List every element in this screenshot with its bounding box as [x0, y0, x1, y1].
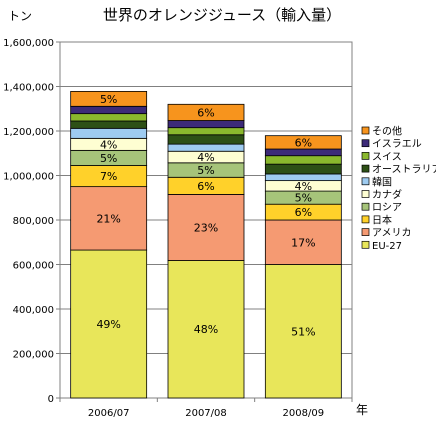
data-label: 5%: [197, 164, 214, 177]
plot-area: 0 200,000 400,000 600,000 800,000 1,000,000 1,…: [3, 38, 353, 419]
legend-swatch: [361, 190, 370, 198]
y-tick-label: 800,000: [13, 216, 54, 227]
bar-segment: [167, 143, 245, 152]
data-label: 7%: [100, 170, 117, 183]
bar-segment: [70, 186, 148, 251]
legend-label: EU-27: [372, 241, 402, 252]
bar-segment: [167, 120, 245, 129]
legend-swatch: [361, 152, 370, 160]
y-tick-label: 400,000: [13, 305, 54, 316]
bar-segment: [264, 264, 342, 399]
x-tick-label: 2008/09: [283, 408, 325, 419]
x-tick-label: 2006/07: [88, 408, 130, 419]
bar-segment: [264, 155, 342, 165]
bar-segment: [167, 134, 245, 145]
bar-segment: [70, 113, 148, 122]
bar-segment: [70, 90, 148, 107]
bar-segment: [264, 219, 342, 265]
legend-label: オーストラリア: [372, 164, 436, 176]
chart-title: 世界のオレンジジュース（輸入量）: [103, 6, 341, 24]
bar-segment: [264, 135, 342, 150]
legend-swatch: [361, 228, 370, 236]
data-label: 5%: [100, 93, 117, 106]
bar-segment: [167, 127, 245, 136]
bar-segment: [167, 260, 245, 399]
bar-segment: [264, 163, 342, 175]
bar-segment: [70, 120, 148, 129]
legend-label: その他: [372, 125, 402, 138]
y-tick-label: 1,200,000: [3, 127, 54, 138]
data-label: 5%: [100, 152, 117, 165]
legend-swatch: [361, 164, 370, 173]
legend-swatch: [361, 215, 370, 224]
bar-segment: [70, 127, 148, 139]
legend-label: 日本: [372, 213, 392, 226]
legend-label: 韓国: [372, 176, 392, 188]
y-tick-label: 600,000: [13, 261, 54, 272]
legend-swatch: [361, 139, 370, 148]
data-label: 21%: [96, 212, 120, 225]
data-label: 6%: [295, 136, 312, 149]
bar-segment: [70, 249, 148, 399]
legend-label: ロシア: [372, 203, 402, 214]
data-label: 49%: [96, 318, 120, 331]
data-label: 4%: [295, 180, 312, 193]
y-tick-label: 0: [48, 394, 54, 405]
legend-label: アメリカ: [372, 227, 412, 239]
legend-swatch: [361, 177, 370, 186]
legend-swatch: [361, 202, 370, 211]
data-label: 17%: [291, 236, 315, 249]
data-label: 5%: [295, 192, 312, 205]
data-label: 4%: [197, 151, 214, 164]
data-label: 23%: [194, 221, 218, 234]
bar-segment: [264, 173, 342, 182]
data-label: 51%: [291, 325, 315, 338]
x-tick-label: 2007/08: [185, 408, 227, 419]
bar-segment: [70, 105, 148, 115]
legend-label: スイス: [372, 152, 402, 163]
y-axis-label: トン: [8, 9, 32, 23]
legend-label: イスラエル: [372, 138, 422, 150]
data-label: 6%: [295, 206, 312, 219]
data-label: 4%: [100, 138, 117, 151]
data-label: 6%: [197, 180, 214, 193]
data-label: 6%: [197, 106, 214, 119]
legend-swatch: [361, 126, 370, 135]
bar-segment: [264, 148, 342, 157]
legend-label: カナダ: [372, 188, 402, 201]
bar-segment: [167, 103, 245, 121]
y-tick-label: 1,600,000: [3, 38, 54, 49]
y-tick-label: 200,000: [13, 350, 54, 361]
bar-segment: [167, 194, 245, 261]
y-tick-label: 1,400,000: [3, 83, 54, 94]
x-axis-label: 年: [356, 403, 368, 417]
y-tick-label: 1,000,000: [3, 172, 54, 183]
data-label: 48%: [194, 323, 218, 336]
legend-swatch: [361, 240, 370, 249]
